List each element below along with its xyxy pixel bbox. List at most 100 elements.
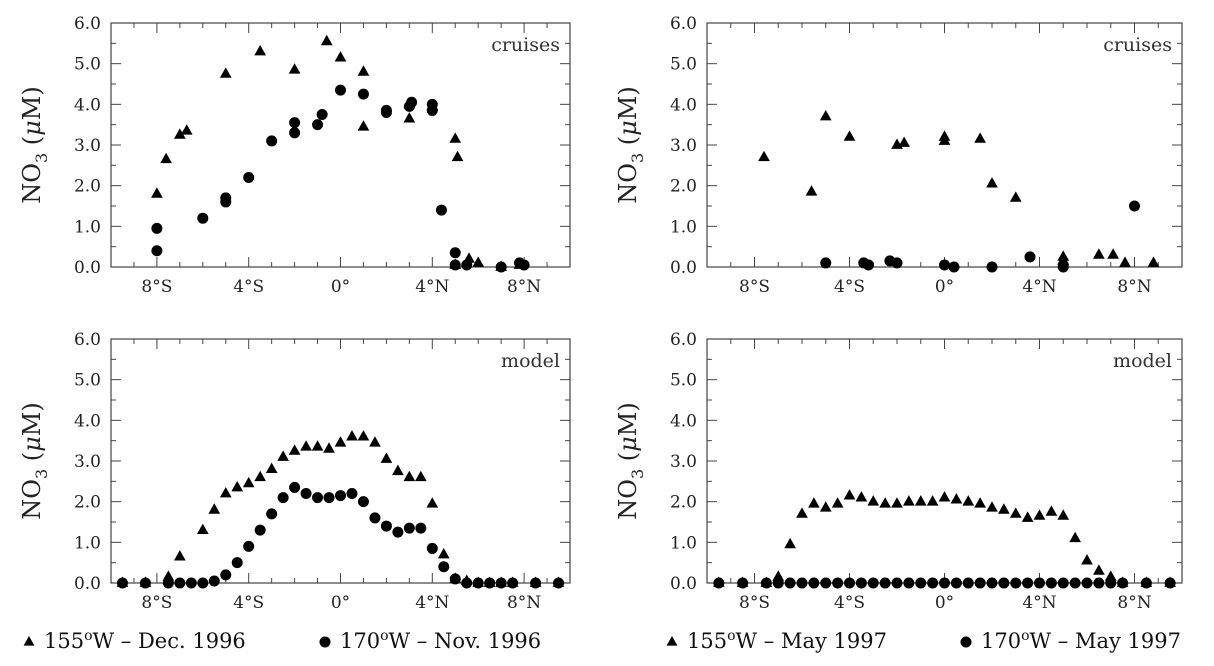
data-point-triangle — [437, 548, 450, 559]
data-point-circle — [197, 577, 209, 589]
data-point-triangle — [414, 470, 427, 482]
panel-label: cruises — [491, 34, 560, 56]
data-point-circle — [863, 259, 874, 271]
data-point-circle — [380, 104, 392, 116]
data-point-circle — [986, 577, 998, 589]
data-point-triangle — [392, 464, 404, 476]
y-tick-label: 2.0 — [670, 177, 697, 197]
data-point-circle — [266, 508, 278, 520]
x-tick-label: 8°N — [1117, 593, 1151, 613]
data-point-circle — [962, 577, 974, 589]
x-tick-label: 4°N — [1022, 593, 1056, 613]
data-point-triangle — [962, 495, 975, 506]
data-point-triangle — [311, 440, 324, 451]
data-point-circle — [530, 577, 542, 589]
legend-1: 155oW – Dec. 1996 170oW – Nov. 1996 — [23, 628, 541, 653]
data-point-circle — [1081, 577, 1093, 589]
data-point-triangle — [357, 430, 370, 441]
legend-circle-marker — [960, 636, 972, 648]
data-point-circle — [369, 512, 381, 524]
data-point-circle — [948, 261, 960, 273]
legend-2: 155oW – May 1997 170oW – May 1997 — [666, 628, 1181, 653]
data-point-circle — [151, 245, 163, 257]
data-point-triangle — [1009, 191, 1022, 202]
data-point-circle — [927, 577, 939, 589]
panel-label: model — [501, 350, 560, 372]
data-point-triangle — [162, 570, 175, 581]
y-tick-label: 2.0 — [670, 493, 697, 513]
data-point-circle — [1093, 577, 1105, 589]
data-point-triangle — [1147, 256, 1160, 267]
data-point-triangle — [808, 497, 820, 508]
data-point-triangle — [879, 497, 891, 508]
data-point-triangle — [231, 480, 244, 492]
data-point-triangle — [403, 470, 416, 482]
legend-label: 170oW – May 1997 — [981, 628, 1181, 653]
data-point-triangle — [796, 507, 808, 518]
y-tick-label: 6.0 — [670, 330, 697, 350]
plot-frame — [110, 338, 571, 584]
x-tick-label: 0° — [935, 593, 954, 613]
data-point-circle — [820, 257, 832, 269]
y-tick-label: 0.0 — [74, 574, 101, 594]
data-point-circle — [891, 257, 903, 269]
data-point-triangle — [208, 503, 221, 514]
x-tick-label: 8°N — [1117, 277, 1151, 297]
legend-circle-marker — [319, 636, 331, 648]
data-point-circle — [426, 104, 438, 116]
data-point-circle — [116, 577, 128, 589]
panel-label: cruises — [1103, 34, 1172, 56]
x-tick-label: 8°S — [141, 277, 172, 297]
data-point-triangle — [426, 497, 439, 508]
y-axis-label: NO3 (μM) — [614, 402, 647, 519]
data-point-triangle — [891, 497, 903, 508]
data-point-circle — [772, 577, 784, 589]
data-point-triangle — [472, 256, 485, 267]
legend-label: 155oW – May 1997 — [687, 628, 887, 653]
x-tick-label: 8°N — [507, 593, 541, 613]
data-point-circle — [266, 135, 278, 147]
data-point-circle — [974, 577, 986, 589]
data-point-circle — [867, 577, 879, 589]
y-tick-label: 5.0 — [670, 55, 697, 75]
data-point-circle — [335, 84, 346, 96]
data-point-circle — [449, 573, 461, 585]
data-point-triangle — [867, 495, 880, 506]
data-point-circle — [903, 577, 915, 589]
data-point-triangle — [1021, 511, 1034, 522]
data-point-circle — [426, 542, 438, 554]
data-point-triangle — [1057, 509, 1070, 520]
y-tick-label: 4.0 — [670, 411, 697, 431]
data-point-circle — [855, 577, 867, 589]
y-tick-label: 0.0 — [670, 258, 697, 278]
data-point-circle — [174, 577, 186, 589]
data-point-triangle — [1009, 507, 1022, 518]
legend-label: 170oW – Nov. 1996 — [340, 628, 541, 653]
plot-frame — [706, 22, 1183, 268]
data-point-circle — [312, 492, 324, 504]
data-point-triangle — [855, 491, 868, 502]
data-point-circle — [796, 577, 808, 589]
data-point-triangle — [1104, 570, 1117, 581]
data-point-triangle — [357, 120, 370, 131]
x-tick-label: 4°S — [834, 277, 865, 297]
data-point-triangle — [1045, 505, 1058, 516]
data-point-circle — [1105, 577, 1117, 589]
y-tick-label: 5.0 — [670, 371, 697, 391]
data-point-triangle — [403, 112, 416, 123]
data-point-circle — [737, 577, 749, 589]
data-point-circle — [208, 575, 220, 587]
data-point-circle — [1117, 577, 1129, 589]
data-point-circle — [449, 247, 461, 259]
x-tick-label: 8°S — [739, 277, 770, 297]
data-point-circle — [357, 88, 369, 100]
data-point-circle — [879, 577, 891, 589]
data-point-circle — [346, 488, 358, 500]
x-tick-label: 0° — [331, 277, 350, 297]
data-point-circle — [254, 524, 266, 536]
legend-label: 155oW – Dec. 1996 — [44, 628, 246, 653]
data-point-circle — [507, 577, 519, 589]
x-tick-label: 4°N — [415, 593, 449, 613]
data-point-triangle — [772, 570, 785, 581]
y-tick-label: 6.0 — [74, 330, 101, 350]
